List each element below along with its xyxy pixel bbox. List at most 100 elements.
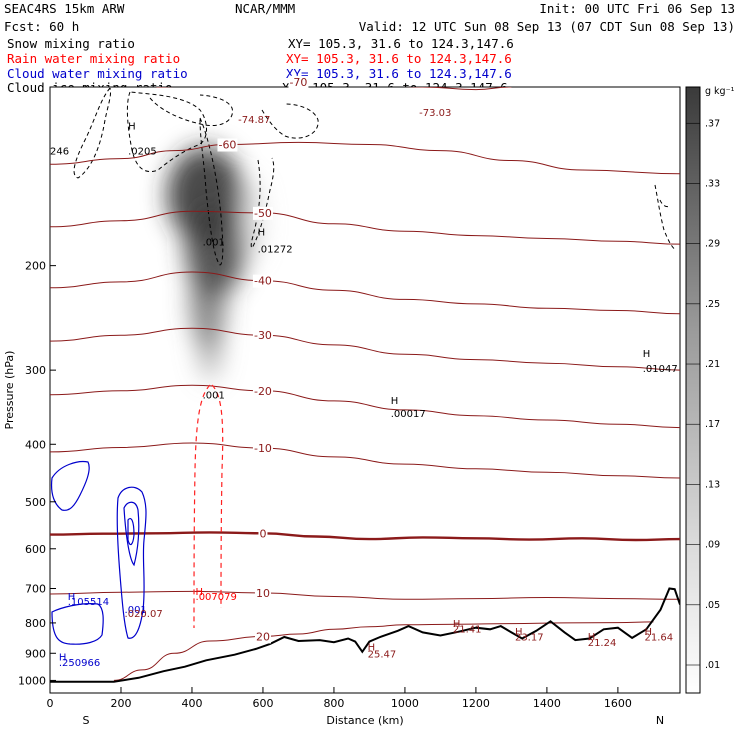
annotation-label: H bbox=[258, 228, 266, 239]
isotherm-label-bg bbox=[254, 586, 271, 600]
colorbar-tick-label: .01 bbox=[705, 660, 720, 671]
south-label: S bbox=[83, 714, 90, 727]
x-tick-label: 800 bbox=[323, 697, 344, 710]
isotherm-label-bg bbox=[217, 138, 238, 152]
model-title: SEAC4RS 15km ARW bbox=[4, 1, 125, 16]
colorbar: g kg⁻¹ .01 .05 .09 .13 .17 .21 .25 .29 .33 .37 bbox=[685, 86, 735, 694]
isotherm-10 bbox=[50, 590, 680, 600]
terrain-line bbox=[50, 587, 680, 683]
snow-shading bbox=[167, 147, 262, 380]
isotherm-label-bg bbox=[252, 442, 273, 456]
valid-time: Valid: 12 UTC Sun 08 Sep 13 (07 CDT Sun … bbox=[359, 19, 735, 34]
isotherm-label-bg bbox=[252, 329, 273, 343]
colorbar-tick-label: .21 bbox=[705, 359, 720, 370]
isotherm-label: 20 bbox=[256, 630, 270, 643]
isotherm-label-bg bbox=[258, 527, 268, 541]
annotation-label: .001 bbox=[203, 238, 225, 249]
colorbar-tick-label: .05 bbox=[705, 600, 720, 611]
contour-labels: -70 -60 -50 -40 -30 -20 -10 0 10 20 bbox=[217, 75, 309, 644]
annotation-label: H bbox=[128, 122, 136, 133]
annotation-label: H bbox=[515, 627, 523, 638]
x-tick-label: 1400 bbox=[533, 697, 561, 710]
annotation-label: .01272 bbox=[258, 244, 293, 255]
annotation-label: H bbox=[645, 627, 653, 638]
isotherm-label-bg bbox=[288, 75, 309, 89]
x-tick-label: 1000 bbox=[391, 697, 419, 710]
isotherm-label: 0 bbox=[259, 527, 266, 540]
annotation-label: .001 bbox=[125, 605, 147, 616]
isotherm--70 bbox=[156, 87, 512, 91]
init-time: Init: 00 UTC Fri 06 Sep 13 bbox=[539, 1, 735, 16]
rain-contours bbox=[193, 384, 224, 629]
isotherm--40 bbox=[50, 271, 680, 315]
colorbar-tick-label: .37 bbox=[705, 118, 720, 129]
annotation-label: .00017 bbox=[391, 409, 426, 420]
colorbar-tick-label: .25 bbox=[705, 299, 720, 310]
isotherm--50 bbox=[50, 210, 680, 245]
annotation-label: H bbox=[643, 349, 651, 360]
annotation-label: .0205 bbox=[128, 147, 157, 158]
colorbar-gradient bbox=[685, 86, 701, 694]
annotation-label: .020.07 bbox=[125, 609, 163, 620]
annotation-label: .01047 bbox=[643, 364, 678, 375]
annotation-label: H bbox=[59, 652, 67, 663]
annotation-label: 23.17 bbox=[515, 633, 544, 644]
isotherm-label: -60 bbox=[218, 139, 236, 152]
annotation-label: 21.41 bbox=[453, 624, 482, 635]
annotation-label: 21.64 bbox=[645, 633, 674, 644]
y-axis-label: Pressure (hPa) bbox=[3, 351, 16, 430]
annotation-label: .105514 bbox=[68, 597, 109, 608]
isotherm-label: 10 bbox=[256, 587, 270, 600]
isotherm-label: -10 bbox=[254, 442, 272, 455]
x-tick-label: 1200 bbox=[462, 697, 490, 710]
isotherm-label: -20 bbox=[254, 385, 272, 398]
annotation-label: .007079 bbox=[196, 592, 237, 603]
colorbar-tick-label: .29 bbox=[705, 239, 720, 250]
annotation-label: -74.87 bbox=[238, 115, 270, 126]
isotherm-0 bbox=[50, 531, 680, 542]
isotherm-label-bg bbox=[252, 384, 273, 398]
y-tick-label: 600 bbox=[25, 543, 46, 556]
y-tick-label: 700 bbox=[25, 583, 46, 596]
y-tick-label: 800 bbox=[25, 617, 46, 630]
field-rain: Rain water mixing ratio bbox=[7, 51, 180, 66]
annotation-label: 25.47 bbox=[368, 650, 397, 661]
y-tick-label: 500 bbox=[25, 496, 46, 509]
field-cloud-water: Cloud water mixing ratio bbox=[7, 66, 188, 81]
cloud-ice-contours bbox=[73, 87, 677, 266]
annotation-label: H bbox=[368, 642, 376, 653]
isotherm--10 bbox=[50, 442, 680, 479]
colorbar-unit: g kg⁻¹ bbox=[705, 86, 735, 97]
colorbar-tick-label: .17 bbox=[705, 419, 720, 430]
isotherm--30 bbox=[50, 327, 680, 371]
annotation-label: H bbox=[391, 396, 399, 407]
annotation-label: H bbox=[196, 587, 204, 598]
temperature-contours bbox=[50, 87, 680, 681]
isotherm--20 bbox=[50, 384, 680, 429]
y-tick-label: 400 bbox=[25, 438, 46, 451]
y-tick-label: 300 bbox=[25, 364, 46, 377]
colorbar-tick-label: .13 bbox=[705, 479, 720, 490]
field-snow: Snow mixing ratio bbox=[7, 36, 135, 51]
isotherm-20 bbox=[113, 621, 654, 681]
colorbar-tick-label: .09 bbox=[705, 540, 720, 551]
annotation-label: .250966 bbox=[59, 658, 100, 669]
isotherm--60 bbox=[50, 141, 680, 175]
annotation-label: H bbox=[588, 632, 596, 643]
y-tick-label: 900 bbox=[25, 647, 46, 660]
axes: 0 200 400 600 800 1000 1200 1400 160020030040050… bbox=[18, 260, 632, 710]
x-tick-label: 0 bbox=[47, 697, 54, 710]
north-label: N bbox=[656, 714, 664, 727]
colorbar-ticks: .01 .05 .09 .13 .17 .21 .25 .29 .33 .37 bbox=[686, 118, 720, 671]
annotation-label: .001 bbox=[203, 391, 225, 402]
annotation-label: 21.24 bbox=[588, 638, 617, 649]
x-tick-label: 1600 bbox=[604, 697, 632, 710]
annotations: 246 H .0205 .001 .001 H .01272 H .00017 H .01047 -7… bbox=[50, 108, 678, 669]
colorbar-tick-label: .33 bbox=[705, 178, 720, 189]
isotherm-label-bg bbox=[252, 206, 273, 220]
y-tick-label: 200 bbox=[25, 260, 46, 273]
isotherm-label-bg bbox=[254, 630, 271, 644]
annotation-label: H bbox=[453, 619, 461, 630]
isotherm-label: -30 bbox=[254, 329, 272, 342]
